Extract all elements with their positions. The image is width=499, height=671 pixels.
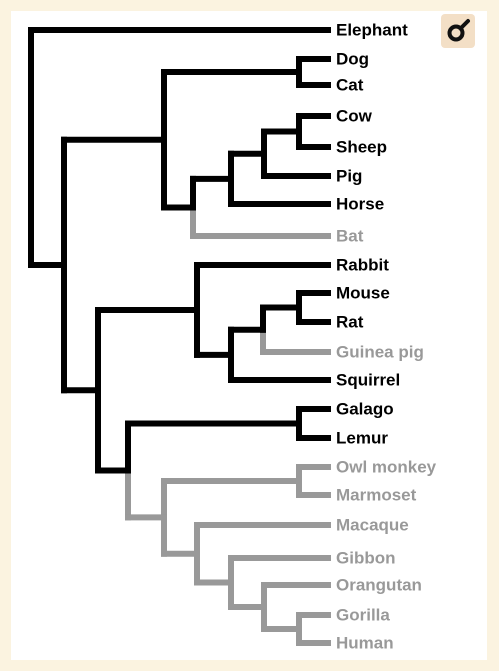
leaf-label-human[interactable]: Human — [336, 634, 394, 653]
leaf-labels: Elephant Dog Cat Cow Sheep Pig Horse Bat Rabbit M… — [336, 21, 437, 653]
male-symbol-icon — [447, 19, 470, 42]
leaf-label-galago[interactable]: Galago — [336, 400, 394, 419]
leaf-label-rabbit[interactable]: Rabbit — [336, 256, 389, 275]
tree-panel — [11, 11, 487, 660]
leaf-label-bat[interactable]: Bat — [336, 227, 364, 246]
leaf-label-pig[interactable]: Pig — [336, 167, 362, 186]
leaf-label-horse[interactable]: Horse — [336, 195, 384, 214]
leaf-label-elephant[interactable]: Elephant — [336, 21, 408, 40]
tree-edges — [28, 27, 331, 646]
leaf-label-squirrel[interactable]: Squirrel — [336, 371, 400, 390]
leaf-label-rat[interactable]: Rat — [336, 313, 364, 332]
leaf-label-owl-monkey[interactable]: Owl monkey — [336, 458, 437, 477]
leaf-label-gorilla[interactable]: Gorilla — [336, 606, 390, 625]
leaf-label-dog[interactable]: Dog — [336, 50, 369, 69]
leaf-label-mouse[interactable]: Mouse — [336, 284, 390, 303]
male-symbol-badge[interactable] — [441, 14, 475, 48]
leaf-label-orangutan[interactable]: Orangutan — [336, 576, 422, 595]
leaf-label-cow[interactable]: Cow — [336, 107, 373, 126]
leaf-label-guinea-pig[interactable]: Guinea pig — [336, 343, 424, 362]
leaf-label-gibbon[interactable]: Gibbon — [336, 549, 395, 568]
leaf-label-lemur[interactable]: Lemur — [336, 429, 388, 448]
leaf-label-marmoset[interactable]: Marmoset — [336, 486, 417, 505]
leaf-label-sheep[interactable]: Sheep — [336, 138, 387, 157]
leaf-label-macaque[interactable]: Macaque — [336, 516, 409, 535]
leaf-label-cat[interactable]: Cat — [336, 76, 364, 95]
